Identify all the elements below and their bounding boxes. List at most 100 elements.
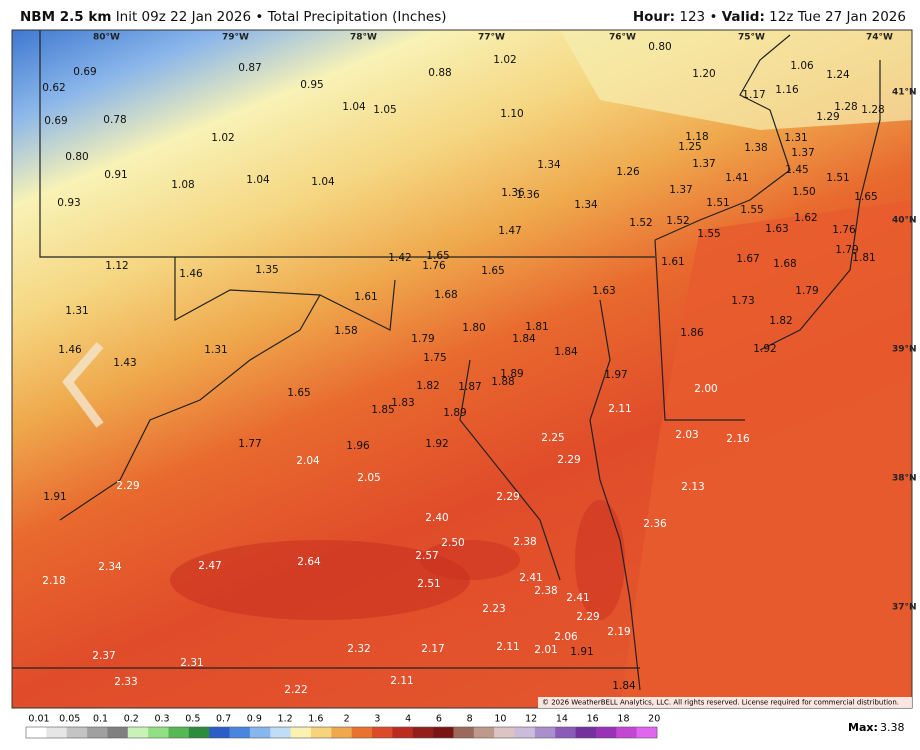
colorbar-swatch — [87, 727, 108, 738]
precip-value: 0.95 — [300, 79, 323, 91]
colorbar-label: 3 — [374, 714, 380, 725]
longitude-label: 79°W — [222, 33, 249, 43]
precip-value: 1.18 — [685, 131, 708, 143]
precip-value: 1.29 — [816, 111, 839, 123]
precip-value: 1.41 — [725, 172, 748, 184]
precip-value: 1.89 — [500, 368, 523, 380]
precip-value: 2.19 — [607, 626, 630, 638]
precip-value: 1.92 — [753, 343, 776, 355]
precip-value: 2.29 — [496, 491, 519, 503]
precip-value: 0.80 — [65, 151, 88, 163]
latitude-label: 41°N — [892, 88, 917, 98]
colorbar-swatch — [331, 727, 352, 738]
colorbar-swatch — [595, 727, 617, 738]
latitude-label: 40°N — [892, 216, 917, 226]
colorbar-label: 0.1 — [93, 714, 108, 725]
precip-value: 1.34 — [574, 199, 598, 211]
precip-value: 1.61 — [354, 291, 377, 303]
colorbar-label: 0.05 — [59, 714, 80, 725]
colorbar-swatch — [412, 727, 434, 738]
precip-value: 2.50 — [441, 537, 464, 549]
precip-value: 2.23 — [482, 603, 505, 615]
precip-value: 1.06 — [790, 60, 814, 72]
colorbar-swatch — [209, 727, 230, 738]
colorbar-swatch — [575, 727, 597, 738]
precip-value: 2.31 — [180, 657, 203, 669]
precip-value: 2.04 — [296, 455, 320, 467]
precip-value: 1.02 — [493, 54, 516, 66]
precip-value: 2.40 — [425, 512, 448, 524]
precip-value: 1.89 — [443, 407, 466, 419]
precip-value: 2.00 — [694, 383, 717, 395]
colorbar-label: 1.6 — [308, 714, 323, 725]
precip-value: 2.32 — [347, 643, 370, 655]
back-arrow[interactable] — [62, 342, 104, 428]
precip-value: 1.85 — [371, 404, 394, 416]
precip-value: 1.24 — [826, 69, 850, 81]
precip-value: 1.83 — [391, 397, 414, 409]
colorbar-swatch — [127, 727, 149, 738]
precip-value: 1.79 — [795, 285, 818, 297]
header-right: Hour: 123 • Valid: 12z Tue 27 Jan 2026 — [633, 9, 906, 25]
colorbar-label: 0.9 — [247, 714, 262, 725]
precip-value: 1.35 — [255, 264, 278, 276]
colorbar-swatch — [270, 727, 291, 738]
colorbar-label: 0.2 — [124, 714, 139, 725]
colorbar-swatch — [453, 727, 475, 738]
colorbar-label: 18 — [617, 714, 629, 725]
colorbar-swatch — [433, 727, 454, 738]
colorbar-swatch — [188, 727, 210, 738]
precip-value: 1.76 — [832, 224, 856, 236]
precip-value: 1.52 — [629, 217, 652, 229]
precip-value: 1.63 — [592, 285, 615, 297]
precip-value: 1.42 — [388, 252, 411, 264]
precip-value: 2.57 — [415, 550, 438, 562]
credit: © 2026 WeatherBELL Analytics, LLC. All r… — [542, 699, 899, 707]
colorbar-label: 0.7 — [216, 714, 231, 725]
precip-value: 2.13 — [681, 481, 704, 493]
colorbar-swatch — [310, 727, 332, 738]
colorbar-swatch — [148, 727, 169, 738]
precip-value: 1.62 — [794, 212, 817, 224]
precip-value: 1.28 — [834, 101, 857, 113]
precip-value: 1.52 — [666, 215, 689, 227]
precip-value: 1.43 — [113, 357, 136, 369]
precip-value: 2.64 — [297, 556, 321, 568]
precip-value: 1.73 — [731, 295, 754, 307]
precip-value: 1.26 — [616, 166, 640, 178]
max-value: 3.38 — [880, 721, 905, 734]
longitude-label: 80°W — [93, 33, 120, 43]
precip-value: 1.55 — [740, 204, 763, 216]
precip-value: 1.31 — [204, 344, 227, 356]
precip-value: 2.36 — [643, 518, 667, 530]
colorbar-label: 0.3 — [154, 714, 169, 725]
precip-value: 2.29 — [576, 611, 599, 623]
precip-value: 2.11 — [390, 675, 413, 687]
header-left: NBM 2.5 km Init 09z 22 Jan 2026 • Total … — [20, 9, 447, 25]
precip-value: 1.02 — [211, 132, 234, 144]
precip-value: 2.11 — [496, 641, 519, 653]
precip-value: 1.92 — [425, 438, 448, 450]
precip-value: 1.81 — [525, 321, 548, 333]
precip-value: 1.77 — [238, 438, 261, 450]
colorbar-label: 1.2 — [278, 714, 293, 725]
precip-value: 2.17 — [421, 643, 444, 655]
precip-value: 1.34 — [537, 159, 561, 171]
precip-value: 0.80 — [648, 41, 671, 53]
precip-value: 1.37 — [669, 184, 692, 196]
precip-value: 1.65 — [854, 191, 877, 203]
precip-value: 2.33 — [114, 676, 137, 688]
longitude-label: 77°W — [478, 33, 505, 43]
precip-value: 2.05 — [357, 472, 380, 484]
max-label: Max: — [848, 721, 878, 734]
precip-value: 1.91 — [570, 646, 593, 658]
precip-value: 1.28 — [861, 104, 884, 116]
precip-value: 1.65 — [287, 387, 310, 399]
precip-value: 1.67 — [736, 253, 759, 265]
valid: 12z Tue 27 Jan 2026 — [769, 9, 906, 25]
precip-value: 1.81 — [852, 252, 875, 264]
valid-label: Valid: — [721, 9, 765, 25]
colorbar-swatch — [372, 727, 393, 738]
